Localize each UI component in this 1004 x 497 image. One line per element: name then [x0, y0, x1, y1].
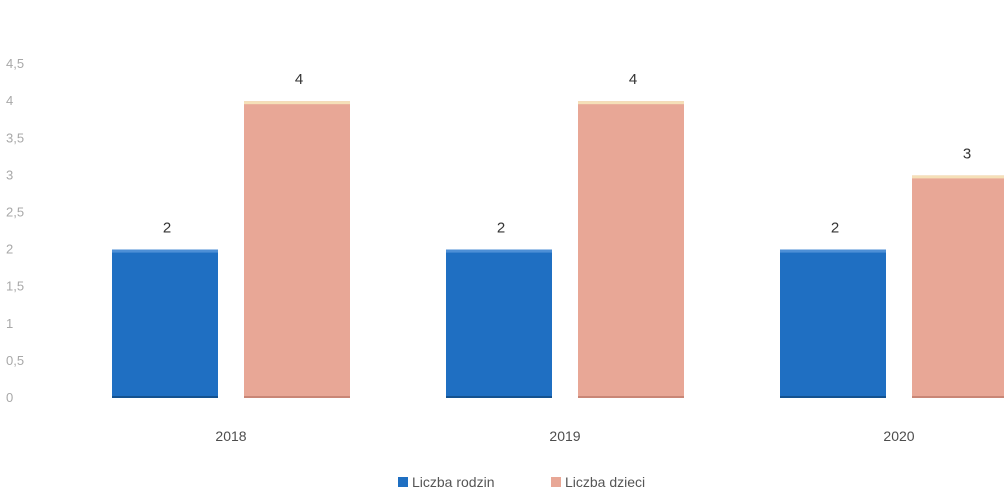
- bar-bottom-edge: [446, 396, 552, 398]
- bar-bottom-edge: [578, 396, 684, 398]
- bar-top-edge: [446, 249, 552, 253]
- bar-top-edge: [578, 101, 684, 105]
- data-labels: 2 4 2 4 2 3: [163, 71, 971, 236]
- y-tick-label: 0: [6, 390, 13, 405]
- bar-rodzin-2019: [446, 249, 552, 398]
- y-tick-label: 0,5: [6, 353, 24, 368]
- bar-rodzin-2020: [780, 249, 886, 398]
- y-tick-label: 3: [6, 167, 13, 182]
- data-label: 3: [963, 145, 971, 162]
- y-tick-label: 1: [6, 316, 13, 331]
- x-category-label: 2019: [549, 428, 580, 444]
- legend-item-dzieci: Liczba dzieci: [551, 474, 645, 490]
- data-label: 4: [629, 71, 637, 88]
- bar-fill: [244, 101, 350, 398]
- y-tick-label: 3,5: [6, 130, 24, 145]
- x-category-label: 2018: [215, 428, 246, 444]
- data-label: 2: [163, 220, 171, 237]
- bar-fill: [446, 249, 552, 398]
- legend-label: Liczba rodzin: [412, 474, 495, 490]
- bar-top-edge: [780, 249, 886, 253]
- bar-fill: [912, 175, 1004, 398]
- legend-swatch: [551, 477, 561, 487]
- bar-bottom-edge: [244, 396, 350, 398]
- bar-top-edge: [244, 101, 350, 105]
- bar-fill: [112, 249, 218, 398]
- y-tick-label: 2,5: [6, 205, 24, 220]
- y-tick-label: 4: [6, 93, 13, 108]
- bars: [112, 101, 1004, 398]
- bar-fill: [780, 249, 886, 398]
- legend-item-rodzin: Liczba rodzin: [398, 474, 495, 490]
- data-label: 4: [295, 71, 303, 88]
- bar-bottom-edge: [780, 396, 886, 398]
- bar-dzieci-2018: [244, 101, 350, 398]
- bar-dzieci-2019: [578, 101, 684, 398]
- bar-top-edge: [112, 249, 218, 253]
- bar-fill: [578, 101, 684, 398]
- x-axis: 2018 2019 2020: [215, 428, 914, 444]
- y-tick-label: 2: [6, 242, 13, 257]
- y-tick-label: 1,5: [6, 279, 24, 294]
- bar-rodzin-2018: [112, 249, 218, 398]
- y-axis: 0 0,5 1 1,5 2 2,5 3 3,5 4 4,5: [6, 56, 24, 405]
- bar-top-edge: [912, 175, 1004, 179]
- y-tick-label: 4,5: [6, 56, 24, 71]
- legend-swatch: [398, 477, 408, 487]
- data-label: 2: [497, 220, 505, 237]
- bar-bottom-edge: [112, 396, 218, 398]
- legend-label: Liczba dzieci: [565, 474, 645, 490]
- bar-dzieci-2020: [912, 175, 1004, 398]
- x-category-label: 2020: [883, 428, 914, 444]
- data-label: 2: [831, 220, 839, 237]
- legend: Liczba rodzin Liczba dzieci: [398, 474, 645, 490]
- bar-bottom-edge: [912, 396, 1004, 398]
